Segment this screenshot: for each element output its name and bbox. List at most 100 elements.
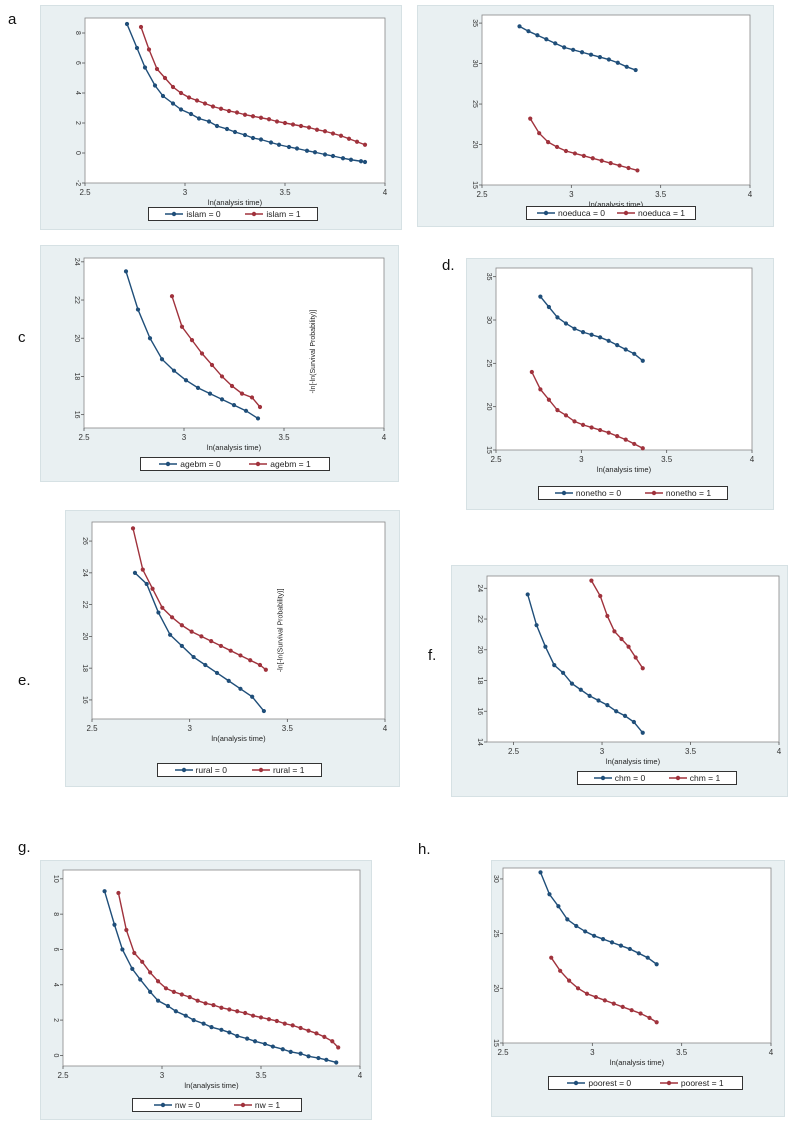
y-tick-label: 18 xyxy=(81,664,88,672)
data-point xyxy=(306,1054,311,1059)
legend-label: nonetho = 1 xyxy=(665,488,712,498)
legend-label: nonetho = 0 xyxy=(575,488,622,498)
data-point xyxy=(134,45,140,51)
chart-g: 0 2 4 6 8 10 2.5 3 3.5 4 ln(analysis time) xyxy=(52,869,363,1090)
data-point xyxy=(589,425,594,430)
data-point xyxy=(554,144,560,150)
y-tick-label: 15 xyxy=(485,446,492,454)
data-point xyxy=(312,150,318,155)
legend-d: nonetho = 0 nonetho = 1 xyxy=(538,486,728,500)
series-line-0 xyxy=(125,271,259,420)
data-point xyxy=(219,374,225,379)
legend-label: agebm = 0 xyxy=(180,459,221,469)
data-point xyxy=(203,662,208,668)
data-point xyxy=(294,146,300,151)
data-point xyxy=(102,889,107,894)
x-tick-label: 2.5 xyxy=(490,455,502,464)
data-point xyxy=(529,369,534,375)
data-point xyxy=(232,129,238,135)
data-point xyxy=(132,950,137,956)
legend-swatch xyxy=(644,489,663,497)
data-point xyxy=(160,605,165,610)
data-point xyxy=(226,108,232,114)
data-point xyxy=(636,951,641,956)
data-point xyxy=(560,670,566,675)
data-point xyxy=(543,644,548,649)
legend-entry: islam = 0 xyxy=(165,209,221,219)
legend-swatch xyxy=(159,460,178,468)
data-point xyxy=(257,404,263,410)
data-point xyxy=(116,890,121,896)
data-point xyxy=(640,446,645,451)
legend-swatch xyxy=(593,774,612,782)
y-tick-label: 20 xyxy=(485,403,492,411)
data-point xyxy=(124,21,130,27)
y-tick-label: 16 xyxy=(73,411,80,419)
data-point xyxy=(324,1057,329,1062)
data-point xyxy=(250,1013,256,1018)
data-point xyxy=(640,358,645,363)
legend-entry: noeduca = 0 xyxy=(536,208,605,218)
y-tick-label: 18 xyxy=(73,373,80,381)
data-point xyxy=(645,955,650,960)
x-tick-label: 3 xyxy=(569,190,574,199)
panel-letter-d: d. xyxy=(442,257,455,274)
x-tick-label: 3.5 xyxy=(279,188,291,197)
data-point xyxy=(362,159,368,165)
data-point xyxy=(130,966,135,971)
x-tick-label: 3.5 xyxy=(278,433,290,442)
x-tick-label: 3 xyxy=(187,724,192,733)
data-point xyxy=(146,47,152,52)
data-point xyxy=(179,992,184,997)
data-point xyxy=(322,129,328,134)
data-point xyxy=(258,1015,264,1020)
data-point xyxy=(245,1036,250,1041)
y-tick-label: 0 xyxy=(74,151,81,155)
data-point xyxy=(552,663,557,668)
data-point xyxy=(298,1051,303,1056)
data-point xyxy=(173,1009,178,1014)
legend-entry: nw = 1 xyxy=(233,1100,280,1110)
data-point xyxy=(135,307,141,312)
data-point xyxy=(238,686,243,691)
data-point xyxy=(218,106,224,111)
y-tick-label: 15 xyxy=(471,181,478,189)
x-axis-label: ln(analysis time) xyxy=(606,757,661,766)
x-tick-label: 4 xyxy=(382,433,387,442)
data-point xyxy=(152,83,158,88)
y-tick-label: 25 xyxy=(485,359,492,367)
data-point xyxy=(330,131,336,136)
y-tick-label: -2 xyxy=(74,180,81,186)
y-tick-label: 22 xyxy=(73,296,80,304)
legend-swatch xyxy=(165,210,184,218)
x-tick-label: 3.5 xyxy=(685,747,697,756)
legend-entry: nw = 0 xyxy=(153,1100,200,1110)
legend-a: islam = 0 islam = 1 xyxy=(148,207,318,221)
x-axis-label: ln(analysis time) xyxy=(610,1058,665,1067)
data-point xyxy=(234,110,240,115)
data-point xyxy=(170,84,176,90)
data-point xyxy=(298,123,304,129)
legend-swatch xyxy=(245,210,264,218)
data-point xyxy=(563,413,569,418)
y-tick-label: 6 xyxy=(74,61,81,65)
legend-label: chm = 1 xyxy=(689,773,721,783)
data-point xyxy=(517,24,522,29)
legend-entry: agebm = 0 xyxy=(159,459,221,469)
data-point xyxy=(255,416,261,421)
data-point xyxy=(140,959,145,964)
data-point xyxy=(288,1049,293,1054)
x-tick-label: 3 xyxy=(579,455,584,464)
data-point xyxy=(599,158,604,163)
data-point xyxy=(606,430,611,435)
data-point xyxy=(248,658,253,663)
series-line-1 xyxy=(171,295,261,408)
y-tick-label: 2 xyxy=(74,121,81,125)
data-point xyxy=(170,101,176,106)
plot-area xyxy=(495,267,753,451)
y-tick-label: 4 xyxy=(74,91,81,95)
data-point xyxy=(354,139,360,144)
data-point xyxy=(562,45,567,50)
plot-area xyxy=(83,257,385,429)
legend-b: noeduca = 0 noeduca = 1 xyxy=(526,206,696,220)
